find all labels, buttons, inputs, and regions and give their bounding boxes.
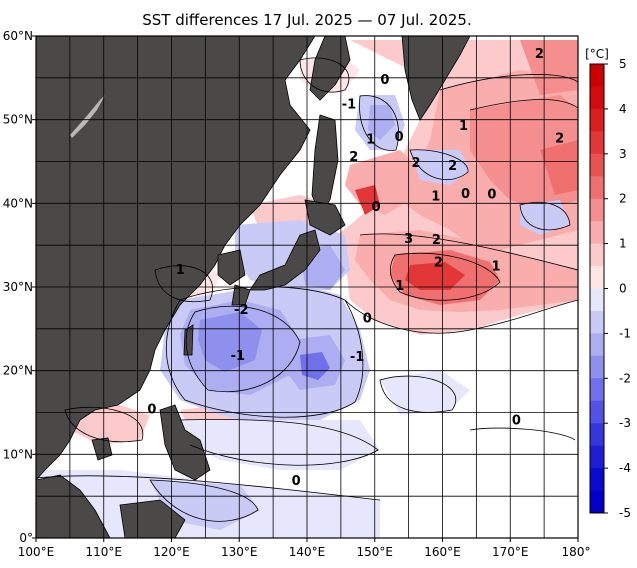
contour-label: 0 [372,200,381,215]
lat-tick-label: 20°N [3,364,33,378]
lat-tick-label: 0° [19,531,33,545]
contour-label: 2 [412,156,421,171]
contour-label: 1 [176,263,185,278]
colorbar: [°C] 5 4 3 2 1 0 -1 -2 -3 -4 -5 [585,47,631,520]
lon-tick-label: 150°E [357,545,394,559]
contour-label: 2 [448,159,457,174]
contour-label: -1 [350,350,364,365]
cold-anomaly-fields [36,95,570,538]
colorbar-cold-cell [590,288,604,312]
colorbar-tick-label: 0 [619,282,627,296]
contour-label: 1 [491,260,500,275]
lon-tick-label: 140°E [289,545,326,559]
colorbar-warm-cell [590,198,604,222]
land-areas [36,36,471,538]
colorbar-cold-cell [590,333,604,357]
colorbar-cold-cell [590,423,604,447]
contour-label: 0 [147,403,156,418]
lon-tick-label: 110°E [86,545,123,559]
contour-label: 2 [535,47,544,62]
colorbar-tick-label: 5 [619,57,627,71]
contour-label: -1 [231,349,245,364]
colorbar-warm-cell [590,108,604,132]
lon-tick-label: 130°E [221,545,258,559]
contour-label: 1 [395,279,404,294]
colorbar-tick-label: 2 [619,192,627,206]
grid-lines [36,36,578,538]
contour-label: 0 [292,474,301,489]
contour-label: 1 [431,189,440,204]
colorbar-tick-label: -1 [619,326,631,340]
colorbar-cold-cell [590,468,604,492]
contour-label: 0 [461,187,470,202]
philippines [159,404,211,481]
lat-tick-label: 10°N [3,447,33,461]
lon-tick-label: 180° [562,545,591,559]
colorbar-cold-cell [590,310,604,334]
lon-tick-label: 100°E [18,545,55,559]
korean-peninsula [217,249,246,286]
contour-label: -1 [342,97,356,112]
warm-anomaly-fields [65,40,578,445]
colorbar-warm-cell [590,176,604,200]
kyushu-island [231,284,251,306]
colorbar-unit: [°C] [585,47,609,61]
colorbar-warm-cell [590,221,604,245]
colorbar-warm-cell [590,243,604,267]
colorbar-cold-cell [590,355,604,379]
contour-label: 0 [487,188,496,203]
contour-label: 0 [380,73,389,88]
contour-label: 2 [555,132,564,147]
contour-label: 2 [434,255,443,270]
lat-tick-label: 30°N [3,280,33,294]
colorbar-cold-cell [590,378,604,402]
lon-tick-label: 170°E [492,545,529,559]
lat-tick-label: 40°N [3,196,33,210]
lat-tick-label: 60°N [3,29,33,43]
lat-tick-label: 50°N [3,113,33,127]
longitude-axis: 100°E 110°E 120°E 130°E 140°E 150°E 160°E 170°E… [18,538,591,559]
hokkaido-island [304,199,346,236]
contour-label: -2 [234,303,248,318]
colorbar-warm-cell [590,86,604,110]
inland-lake [70,95,105,138]
colorbar-warm-cell [590,266,604,289]
colorbar-tick-label: -2 [619,371,631,385]
colorbar-tick-label: 1 [619,237,627,251]
chart-title: SST differences 17 Jul. 2025 — 07 Jul. 2… [142,11,472,29]
colorbar-tick-label: 4 [619,102,627,116]
contour-label: 1 [459,119,468,134]
colorbar-tick-label: -5 [619,506,631,520]
colorbar-warm-cell [590,64,604,87]
lon-tick-label: 120°E [153,545,190,559]
colorbar-cold-cell [590,400,604,424]
taiwan-island [183,324,194,356]
colorbar-tick-label: 3 [619,147,627,161]
latitude-axis: 0° 10°N 20°N 30°N 40°N 50°N 60°N [3,29,36,545]
kamchatka-west-land [309,36,351,101]
contour-label: 1 [366,132,375,147]
colorbar-cold-cell [590,445,604,469]
indochina-malaysia [36,474,111,538]
colorbar-warm-cell [590,131,604,155]
colorbar-cold-cell [590,490,604,514]
contour-label: 0 [395,130,404,145]
colorbar-tick-label: -3 [619,416,631,430]
colorbar-tick-label: -4 [619,461,631,475]
contour-label: 2 [432,233,441,248]
contour-label: 2 [349,150,358,165]
contour-label: 0 [363,311,372,326]
colorbar-warm-cell [590,153,604,177]
lon-tick-label: 160°E [424,545,461,559]
contour-lines [36,57,578,522]
borneo-island [119,499,186,538]
asian-continent [36,36,316,481]
contour-label: 0 [512,414,521,429]
contour-label: 3 [404,232,413,247]
